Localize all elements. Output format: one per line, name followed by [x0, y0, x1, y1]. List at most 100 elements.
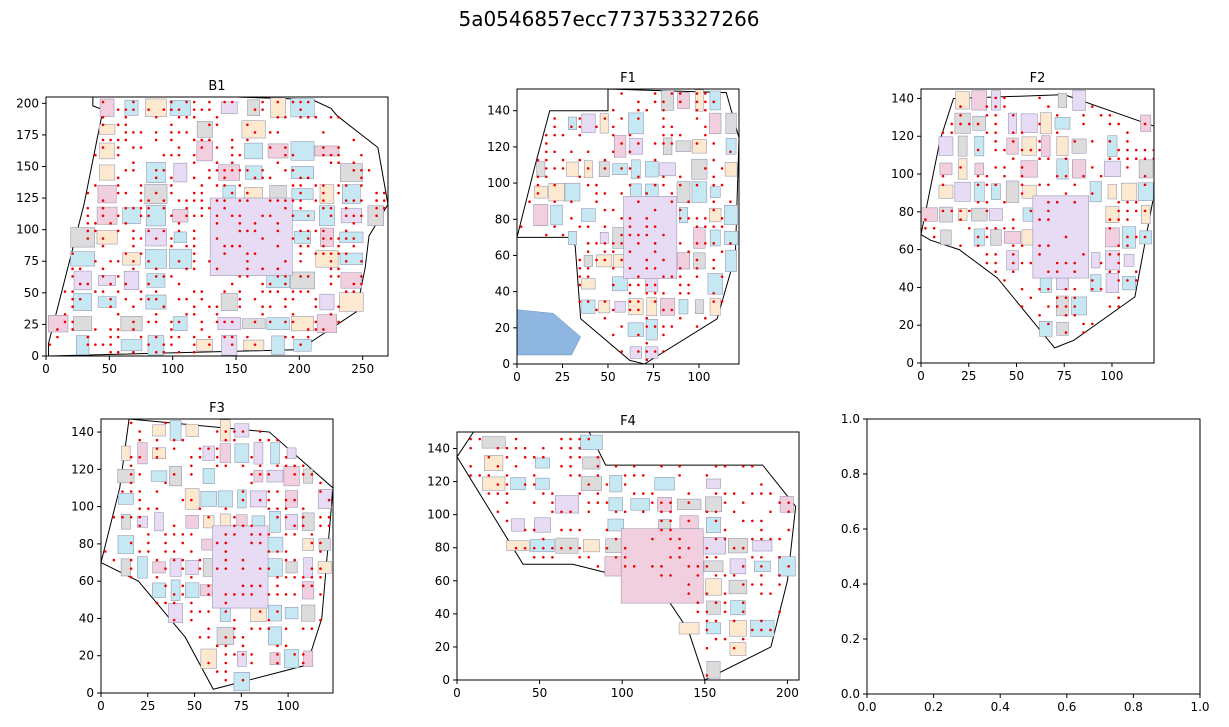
- store-block: [202, 468, 215, 485]
- x-tick: 0.6: [1057, 694, 1076, 714]
- sample-point: [162, 305, 166, 309]
- sample-point: [185, 206, 188, 210]
- sample-point: [751, 583, 754, 586]
- sample-point: [678, 208, 682, 212]
- sample-point: [623, 565, 627, 568]
- sample-point: [162, 199, 166, 202]
- sample-point: [603, 258, 607, 262]
- sample-point: [190, 533, 193, 536]
- sample-point: [154, 313, 158, 316]
- sample-point: [154, 267, 158, 271]
- store-block: [939, 206, 953, 223]
- sample-point: [132, 328, 135, 331]
- sample-point: [267, 498, 271, 502]
- sample-point: [250, 533, 253, 536]
- store-block: [185, 560, 199, 575]
- sample-point: [1003, 105, 1006, 108]
- sample-point: [1143, 148, 1147, 152]
- sample-point: [669, 574, 672, 577]
- store-block: [173, 231, 187, 243]
- y-tick: 100: [427, 508, 457, 522]
- sample-point: [551, 492, 554, 495]
- sample-point: [687, 583, 691, 586]
- store-block: [98, 124, 116, 135]
- sample-point: [660, 501, 663, 504]
- sample-point: [603, 242, 607, 245]
- y-tick: 140: [71, 425, 101, 439]
- sample-point: [299, 275, 302, 278]
- sample-point: [578, 133, 582, 137]
- y-tick: 0.6: [841, 522, 867, 536]
- sample-point: [941, 183, 945, 187]
- sample-point: [1117, 296, 1120, 300]
- sample-point: [94, 328, 97, 331]
- store-block: [709, 297, 721, 316]
- x-tick-label: 75: [234, 699, 249, 713]
- store-block: [339, 252, 363, 265]
- sample-point: [170, 100, 173, 104]
- sample-point: [611, 283, 615, 287]
- y-tick-label: 100: [487, 176, 510, 190]
- sample-point: [344, 252, 348, 255]
- sample-point: [714, 555, 718, 559]
- sample-point: [778, 574, 781, 577]
- sample-point: [233, 533, 236, 536]
- subplot-title: F2: [1030, 71, 1046, 86]
- sample-point: [170, 244, 173, 248]
- sample-point: [751, 537, 754, 541]
- sample-point: [570, 150, 573, 154]
- sample-point: [778, 537, 781, 541]
- sample-point: [200, 108, 204, 111]
- sample-point: [603, 250, 607, 253]
- sample-point: [705, 555, 709, 559]
- sample-point: [551, 510, 554, 514]
- store-block: [317, 561, 332, 574]
- sample-point: [712, 100, 716, 104]
- sample-point: [139, 290, 143, 293]
- sample-point: [314, 297, 318, 301]
- sample-point: [1091, 166, 1094, 169]
- sample-point: [959, 209, 962, 213]
- sample-point: [1099, 113, 1103, 117]
- sample-point: [246, 259, 249, 263]
- store-block: [146, 273, 166, 288]
- sample-point: [653, 266, 657, 270]
- sample-point: [129, 575, 133, 579]
- y-tick: 0.4: [841, 577, 867, 591]
- sample-point: [950, 122, 954, 126]
- sample-point: [224, 644, 228, 648]
- sample-point: [1029, 261, 1033, 265]
- sample-point: [139, 146, 143, 149]
- sample-point: [253, 343, 257, 346]
- sample-point: [645, 325, 649, 328]
- sample-point: [662, 275, 665, 278]
- store-block: [220, 101, 238, 114]
- y-tick-label: 80: [899, 205, 914, 219]
- sample-point: [284, 282, 287, 286]
- store-block: [196, 140, 213, 162]
- sample-point: [614, 555, 618, 559]
- sample-point: [662, 258, 665, 262]
- sample-point: [578, 455, 581, 459]
- sample-point: [1117, 261, 1120, 265]
- sample-point: [253, 176, 257, 180]
- sample-point: [994, 226, 997, 230]
- sample-point: [614, 537, 618, 541]
- sample-point: [623, 510, 627, 514]
- sample-point: [86, 343, 90, 346]
- y-tick: 25: [24, 317, 46, 331]
- sample-point: [968, 122, 971, 126]
- sample-point: [109, 350, 112, 354]
- sample-point: [662, 233, 665, 237]
- sample-point: [1047, 200, 1050, 204]
- sample-point: [224, 438, 228, 442]
- sample-point: [670, 125, 674, 129]
- sample-point: [628, 225, 632, 228]
- sample-point: [1126, 148, 1129, 152]
- store-block: [203, 515, 215, 529]
- store-block: [1006, 250, 1019, 271]
- y-tick: 175: [16, 128, 46, 142]
- sample-point: [1055, 261, 1059, 265]
- sample-point: [632, 565, 636, 568]
- sample-point: [238, 275, 242, 278]
